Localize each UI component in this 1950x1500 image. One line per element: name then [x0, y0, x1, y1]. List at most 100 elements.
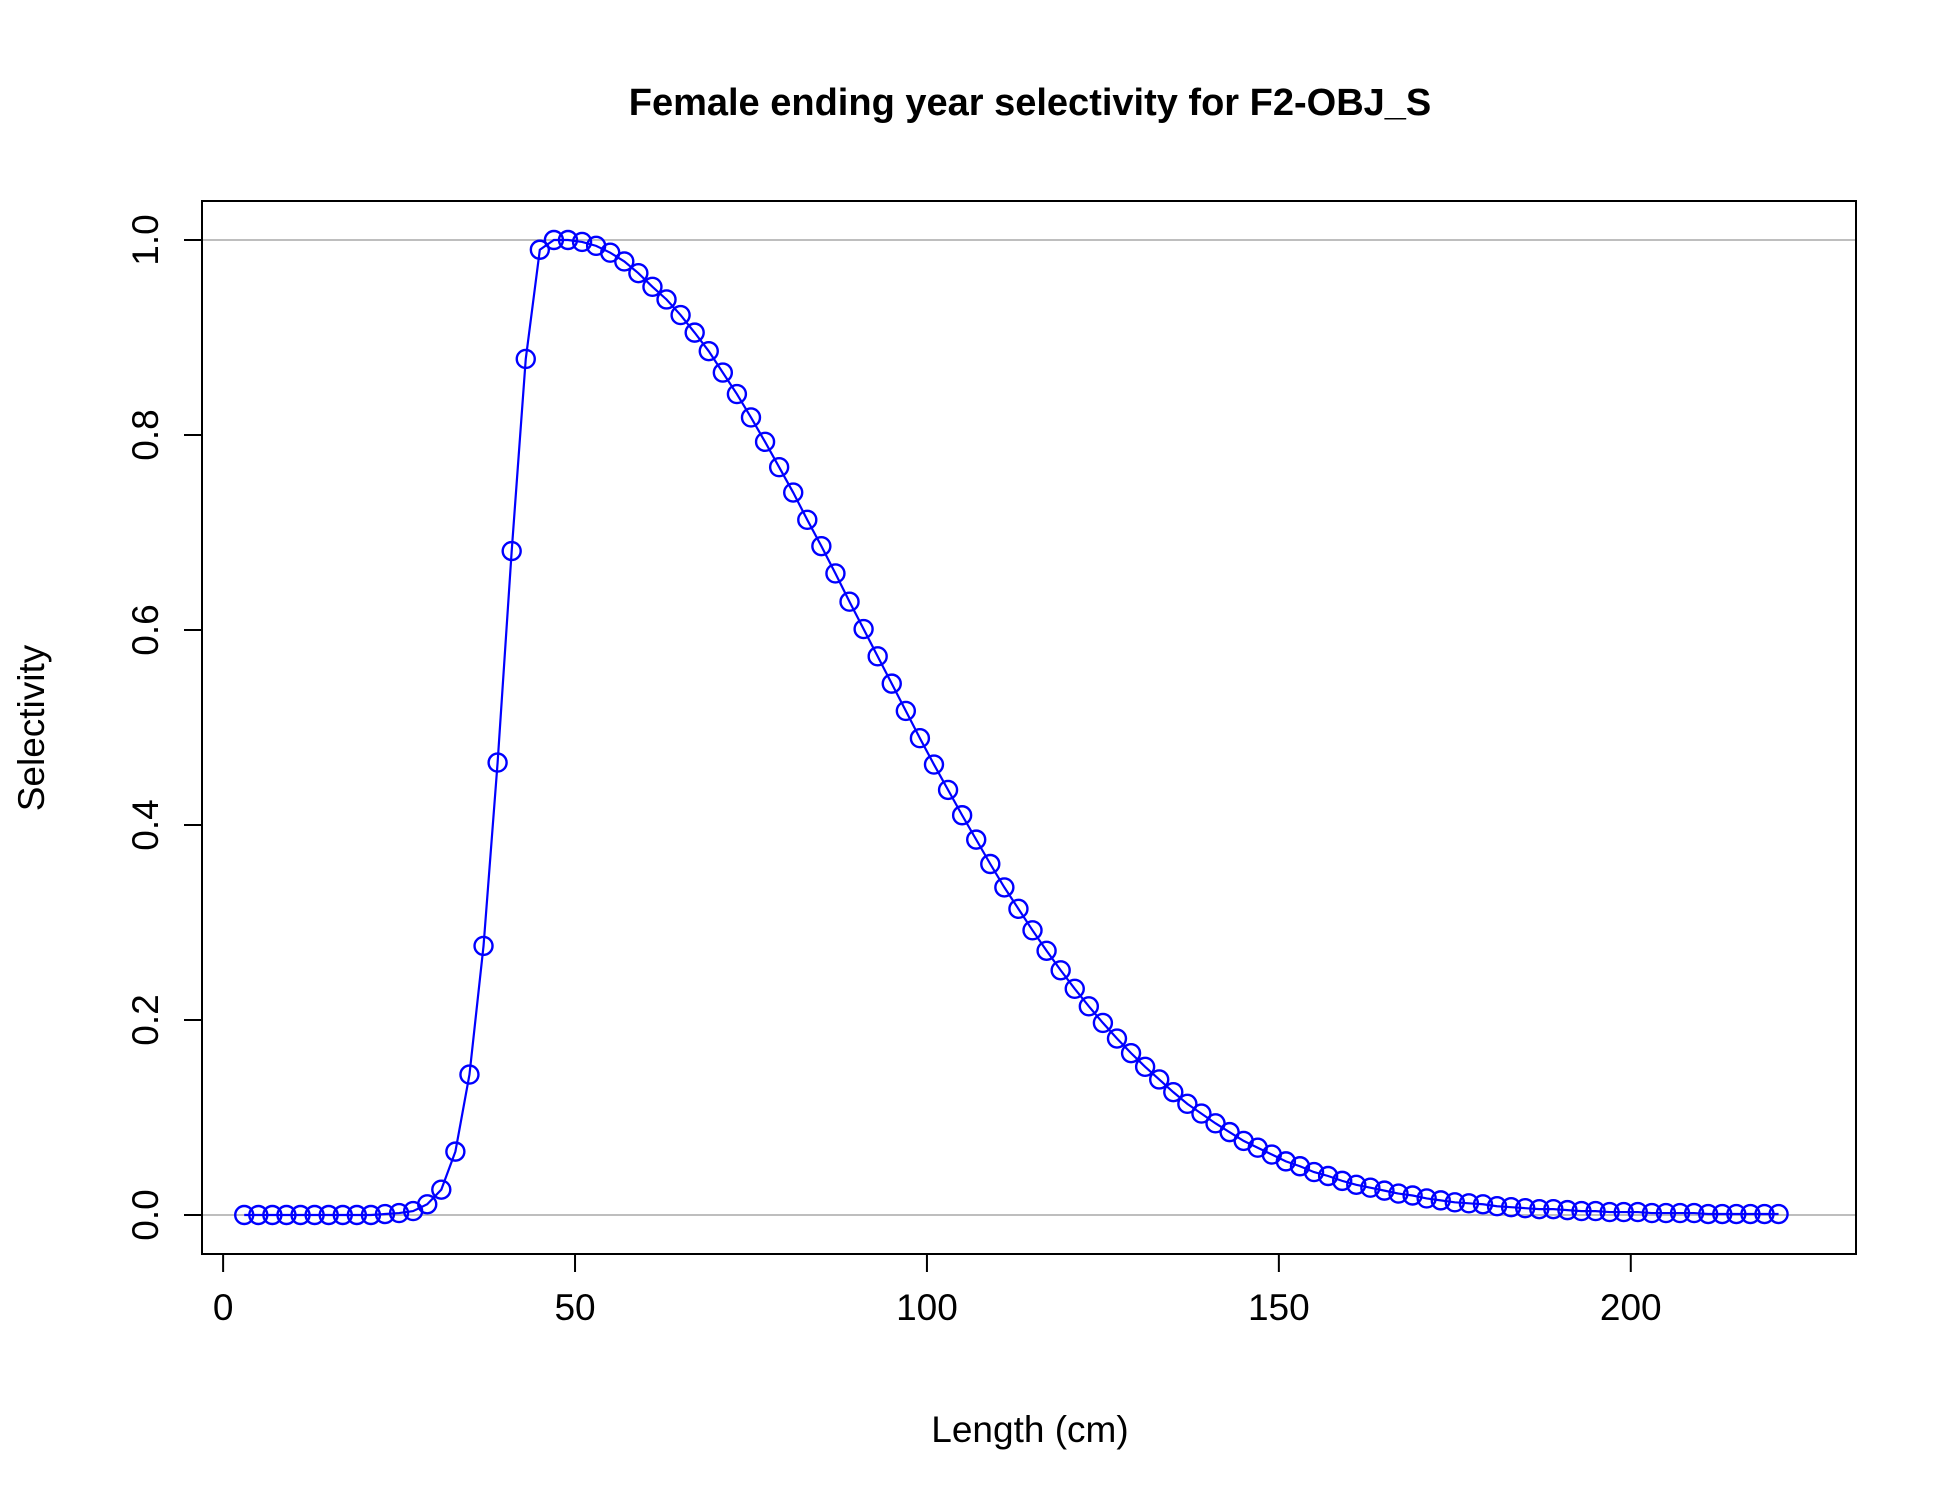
- data-point: [346, 1204, 368, 1226]
- data-point: [1754, 1203, 1775, 1225]
- data-point: [262, 1204, 283, 1226]
- data-point: [1036, 940, 1057, 961]
- data-point: [698, 340, 719, 362]
- data-point: [290, 1204, 311, 1226]
- data-point: [431, 1179, 452, 1200]
- reference-lines: [202, 239, 1856, 1216]
- data-point: [1275, 1151, 1297, 1172]
- data-point: [1726, 1203, 1747, 1225]
- y-axis-label: Selectivity: [11, 644, 52, 811]
- data-point: [1514, 1197, 1536, 1219]
- data-point: [1430, 1190, 1451, 1211]
- series-line-group: [244, 238, 1779, 1217]
- data-point: [937, 779, 959, 801]
- data-point: [656, 289, 677, 310]
- data-point: [1571, 1200, 1592, 1222]
- x-axis-label: Length (cm): [931, 1409, 1128, 1450]
- chart-title: Female ending year selectivity for F2-OB…: [629, 82, 1432, 124]
- data-point: [543, 229, 565, 251]
- data-point: [1712, 1203, 1733, 1225]
- data-point: [529, 239, 551, 260]
- x-axis: 0 50 100 150 200: [213, 1253, 1662, 1328]
- data-point: [332, 1204, 353, 1226]
- data-point: [1472, 1194, 1494, 1215]
- data-point: [966, 829, 987, 850]
- y-tick-label: 1.0: [125, 214, 166, 265]
- x-tick-label: 0: [213, 1287, 234, 1328]
- data-point: [417, 1194, 438, 1215]
- data-point: [994, 877, 1015, 898]
- data-point: [1529, 1198, 1550, 1220]
- data-point: [853, 618, 874, 640]
- data-point: [726, 383, 748, 405]
- data-point: [1360, 1177, 1381, 1198]
- data-point: [1585, 1200, 1606, 1222]
- data-point: [1346, 1174, 1367, 1195]
- data-point: [1064, 978, 1085, 999]
- data-point: [304, 1204, 325, 1226]
- data-point: [881, 673, 902, 694]
- data-point: [248, 1204, 269, 1226]
- data-point: [768, 456, 790, 478]
- data-point: [1500, 1196, 1522, 1218]
- data-point: [628, 262, 649, 284]
- data-point: [1768, 1203, 1789, 1225]
- data-point: [670, 304, 691, 326]
- data-point: [1458, 1193, 1480, 1214]
- data-point: [895, 700, 917, 722]
- data-point: [1599, 1201, 1620, 1223]
- data-point: [1106, 1028, 1128, 1049]
- data-point: [557, 229, 579, 251]
- data-point: [1655, 1202, 1677, 1224]
- data-point: [1641, 1202, 1663, 1224]
- data-point: [1627, 1201, 1649, 1223]
- y-tick-label: 0.4: [125, 799, 166, 850]
- data-point: [825, 563, 846, 584]
- data-point: [445, 1141, 466, 1162]
- data-point: [642, 276, 663, 297]
- data-point: [515, 348, 536, 370]
- data-point: [487, 752, 508, 773]
- data-point: [234, 1204, 255, 1226]
- data-point: [1120, 1042, 1142, 1064]
- data-point: [783, 482, 804, 503]
- data-point: [1163, 1081, 1184, 1103]
- data-point: [1697, 1203, 1719, 1225]
- y-tick-label: 0.2: [125, 994, 166, 1045]
- data-point: [1374, 1180, 1395, 1201]
- data-point: [867, 646, 888, 667]
- data-point: [318, 1204, 339, 1226]
- data-point: [1613, 1201, 1634, 1223]
- data-point: [1543, 1198, 1564, 1220]
- data-point: [1092, 1012, 1114, 1034]
- data-point: [459, 1064, 480, 1085]
- data-point: [1022, 920, 1043, 941]
- data-point: [501, 540, 522, 562]
- data-point: [388, 1202, 410, 1224]
- data-point: [1289, 1156, 1311, 1177]
- data-point: [1008, 898, 1029, 920]
- data-point: [839, 591, 860, 612]
- data-point: [1149, 1069, 1170, 1090]
- data-point: [473, 935, 494, 957]
- data-points: [234, 229, 1789, 1226]
- data-point: [712, 362, 734, 383]
- data-point: [684, 322, 705, 343]
- data-point: [909, 728, 931, 749]
- data-point: [1444, 1192, 1466, 1213]
- x-tick-label: 150: [1248, 1287, 1310, 1328]
- data-point: [614, 251, 635, 272]
- data-point: [797, 509, 818, 531]
- data-point: [1402, 1185, 1423, 1206]
- data-point: [811, 535, 832, 557]
- data-point: [360, 1204, 382, 1226]
- data-point: [374, 1203, 396, 1225]
- data-point: [980, 853, 1001, 875]
- data-point: [740, 407, 762, 428]
- x-tick-label: 50: [554, 1287, 595, 1328]
- y-tick-label: 0.6: [125, 604, 166, 655]
- data-point: [1416, 1188, 1437, 1209]
- data-point: [1317, 1165, 1339, 1187]
- y-tick-label: 0.0: [125, 1189, 166, 1240]
